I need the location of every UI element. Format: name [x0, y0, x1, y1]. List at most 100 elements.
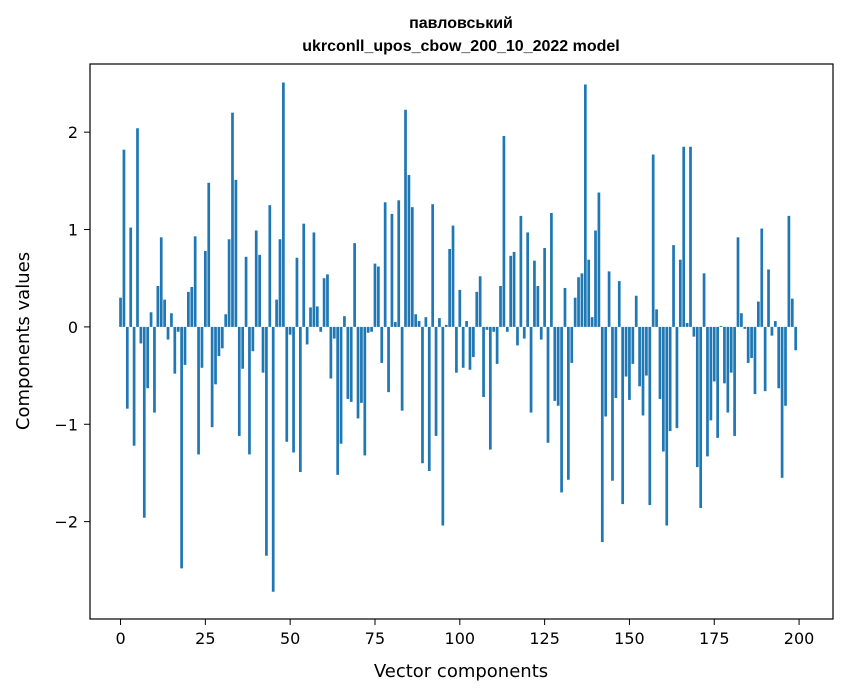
- bar-74: [370, 326, 373, 332]
- bar-123: [536, 286, 540, 327]
- bar-67: [346, 326, 350, 399]
- bar-50: [288, 326, 292, 335]
- bar-102: [465, 321, 468, 327]
- bar-111: [495, 326, 499, 364]
- bar-129: [556, 326, 560, 406]
- bar-98: [451, 225, 455, 327]
- bar-149: [624, 326, 628, 377]
- bar-76: [377, 266, 380, 327]
- bar-177: [719, 325, 723, 327]
- x-axis-label: Vector components: [374, 661, 548, 682]
- x-axis-ticks: 0 25 50 75 100 125 150 175 200: [115, 619, 814, 648]
- bar-20: [187, 291, 190, 327]
- bar-95: [441, 326, 445, 526]
- bar-14: [166, 326, 170, 340]
- y-tick-label: 1: [68, 221, 78, 240]
- bar-66: [343, 316, 346, 327]
- bar-47: [278, 239, 282, 327]
- bar-80: [390, 213, 394, 327]
- bar-29: [217, 326, 221, 357]
- plot-frame: [89, 63, 834, 620]
- bar-179: [726, 326, 730, 413]
- bar-158: [655, 309, 658, 327]
- bar-131: [563, 287, 567, 327]
- bar-62: [329, 326, 333, 379]
- bar-184: [743, 326, 747, 329]
- bar-53: [298, 326, 302, 472]
- bar-187: [753, 326, 757, 395]
- bar-101: [461, 326, 465, 368]
- bar-61: [326, 274, 329, 327]
- bar-79: [387, 326, 390, 393]
- bar-196: [784, 326, 787, 406]
- bar-185: [746, 326, 750, 363]
- bar-139: [590, 317, 594, 327]
- bar-157: [651, 154, 655, 327]
- bar-19: [183, 326, 187, 365]
- bar-88: [417, 321, 421, 327]
- bar-175: [712, 326, 716, 382]
- bar-27: [210, 326, 214, 428]
- bar-1: [122, 149, 126, 327]
- bar-191: [767, 269, 770, 327]
- bar-34: [234, 179, 238, 327]
- bar-120: [526, 232, 530, 327]
- bar-166: [682, 146, 686, 327]
- bar-97: [448, 249, 451, 327]
- bar-121: [529, 326, 533, 413]
- bar-9: [149, 312, 153, 327]
- bar-48: [282, 82, 285, 327]
- bar-83: [400, 326, 404, 411]
- bar-37: [244, 256, 248, 327]
- bar-193: [773, 321, 777, 327]
- bar-2: [125, 326, 129, 409]
- bar-38: [248, 326, 251, 455]
- bar-127: [550, 212, 553, 327]
- bar-99: [455, 326, 458, 373]
- bar-113: [502, 136, 506, 327]
- bar-22: [193, 236, 197, 327]
- bar-32: [227, 239, 231, 327]
- bar-16: [173, 326, 177, 374]
- bar-96: [444, 324, 448, 327]
- bar-12: [159, 237, 163, 327]
- bar-51: [292, 326, 295, 453]
- bar-56: [309, 307, 312, 327]
- bar-58: [315, 306, 319, 327]
- bar-169: [692, 326, 696, 337]
- x-tick-label: 150: [614, 629, 645, 648]
- bar-150: [628, 326, 631, 400]
- y-tick-label: −1: [54, 415, 78, 434]
- bar-143: [604, 326, 608, 417]
- bar-140: [594, 230, 597, 327]
- bar-24: [200, 326, 204, 368]
- bar-159: [658, 326, 662, 399]
- y-tick-label: −2: [54, 513, 78, 532]
- bar-119: [522, 326, 526, 339]
- bar-30: [220, 326, 224, 349]
- bar-183: [740, 313, 743, 327]
- bar-52: [295, 257, 299, 327]
- bar-195: [780, 326, 784, 478]
- bar-0: [119, 297, 122, 327]
- bar-28: [214, 326, 217, 385]
- bar-138: [587, 259, 591, 327]
- bar-82: [397, 200, 401, 327]
- bar-118: [519, 215, 523, 327]
- bar-180: [729, 326, 733, 373]
- bar-170: [695, 326, 699, 468]
- bar-57: [312, 232, 316, 327]
- bar-75: [373, 263, 377, 327]
- bar-100: [458, 289, 462, 327]
- bar-173: [706, 326, 709, 457]
- bar-93: [434, 326, 438, 436]
- bar-122: [533, 260, 536, 327]
- bar-167: [685, 323, 689, 327]
- x-tick-label: 25: [195, 629, 215, 648]
- bar-194: [777, 326, 781, 389]
- bar-44: [268, 205, 272, 327]
- bar-43: [265, 326, 268, 556]
- bar-163: [672, 245, 675, 327]
- chart-title: павловський: [409, 15, 513, 32]
